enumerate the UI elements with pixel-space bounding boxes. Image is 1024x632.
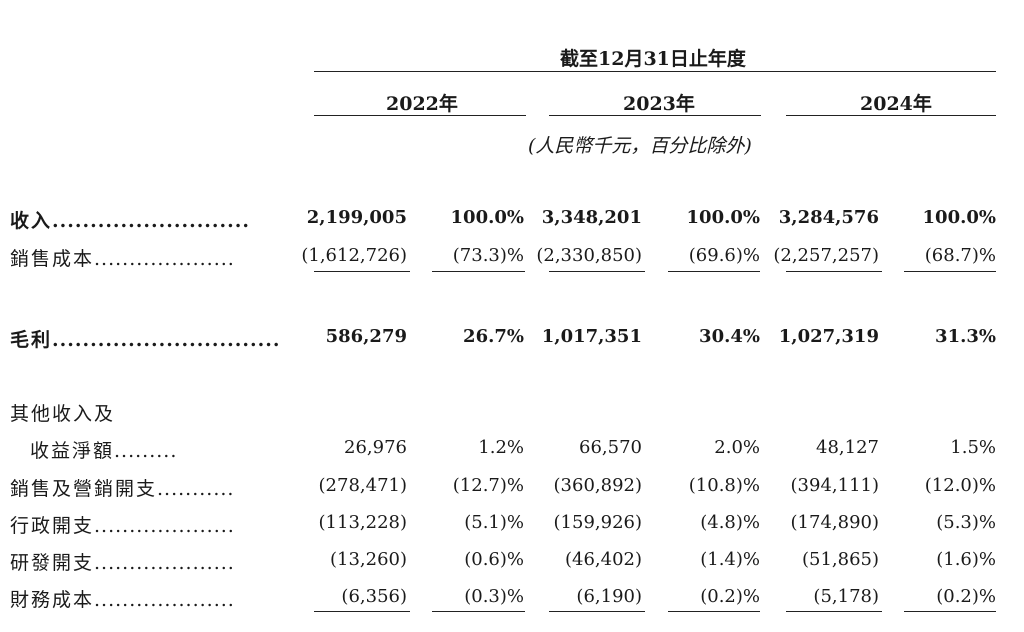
- leader-dots: ....................: [94, 589, 235, 611]
- leader-dots: ..............................: [52, 329, 281, 351]
- finance-costs-2024-value: (5,178): [813, 586, 879, 607]
- other-income-2024-pct: 1.5%: [950, 437, 996, 458]
- label-text: 研發開支: [10, 552, 95, 574]
- subtotal-rule: [314, 271, 410, 272]
- selling-expenses-2022-pct: (12.7)%: [452, 475, 524, 496]
- row-label-gross-profit: 毛利..............................: [10, 325, 280, 352]
- row-label-finance-costs: 財務成本....................: [10, 585, 235, 612]
- leader-dots: ....................: [94, 515, 235, 537]
- cost-of-sales-2023-value: (2,330,850): [536, 245, 642, 266]
- label-text: 財務成本: [10, 589, 95, 611]
- finance-costs-2022-value: (6,356): [341, 586, 407, 607]
- revenue-2023-value: 3,348,201: [541, 207, 642, 228]
- selling-expenses-2022-value: (278,471): [318, 475, 407, 496]
- row-label-revenue: 收入..........................: [10, 206, 250, 233]
- cost-of-sales-2023-pct: (69.6)%: [688, 245, 760, 266]
- label-text: 收益淨額: [30, 440, 115, 462]
- subtotal-rule: [786, 271, 882, 272]
- gross-profit-2022-value: 586,279: [325, 326, 407, 347]
- cost-of-sales-2024-pct: (68.7)%: [924, 245, 996, 266]
- subtotal-rule: [668, 271, 760, 272]
- row-label-other-income-line1: 其他收入及: [10, 403, 116, 425]
- admin-expenses-2024-value: (174,890): [790, 512, 879, 533]
- total-rule: [668, 611, 760, 612]
- gross-profit-2024-value: 1,027,319: [778, 326, 879, 347]
- gross-profit-2022-pct: 26.7%: [463, 326, 524, 347]
- total-rule: [432, 611, 525, 612]
- leader-dots: ....................: [94, 552, 235, 574]
- year-rule-2024: [786, 115, 996, 116]
- year-header-2024: 2024年: [860, 93, 932, 115]
- row-label-admin-expenses: 行政開支....................: [10, 511, 235, 538]
- label-text: 毛利: [10, 329, 53, 351]
- admin-expenses-2022-value: (113,228): [318, 512, 407, 533]
- row-label-cost-of-sales: 銷售成本....................: [10, 244, 235, 271]
- admin-expenses-2023-pct: (4.8)%: [700, 512, 760, 533]
- header-rule: [314, 71, 996, 72]
- label-text: 收入: [10, 210, 53, 232]
- cost-of-sales-2022-value: (1,612,726): [301, 245, 407, 266]
- total-rule: [549, 611, 645, 612]
- label-text: 行政開支: [10, 515, 95, 537]
- gross-profit-2023-value: 1,017,351: [541, 326, 642, 347]
- revenue-2022-value: 2,199,005: [306, 207, 407, 228]
- label-text: 銷售成本: [10, 248, 95, 270]
- other-income-2023-value: 66,570: [579, 437, 642, 458]
- selling-expenses-2024-pct: (12.0)%: [924, 475, 996, 496]
- row-label-other-income-line2: 收益淨額.........: [30, 436, 177, 463]
- leader-dots: ..........................: [52, 210, 250, 232]
- cost-of-sales-2024-value: (2,257,257): [773, 245, 879, 266]
- revenue-2022-pct: 100.0%: [450, 207, 524, 228]
- revenue-2024-value: 3,284,576: [778, 207, 879, 228]
- selling-expenses-2023-pct: (10.8)%: [688, 475, 760, 496]
- total-rule: [786, 611, 882, 612]
- year-header-2023: 2023年: [623, 93, 695, 115]
- cost-of-sales-2022-pct: (73.3)%: [452, 245, 524, 266]
- unit-note: (人民幣千元，百分比除外): [528, 135, 752, 157]
- row-label-selling-expenses: 銷售及營銷開支...........: [10, 474, 234, 501]
- leader-dots: ...........: [157, 478, 235, 500]
- revenue-2024-pct: 100.0%: [922, 207, 996, 228]
- label-text: 銷售及營銷開支: [10, 478, 158, 500]
- rd-expenses-2024-pct: (1.6)%: [936, 549, 996, 570]
- gross-profit-2024-pct: 31.3%: [935, 326, 996, 347]
- revenue-2023-pct: 100.0%: [686, 207, 760, 228]
- other-income-2022-value: 26,976: [344, 437, 407, 458]
- other-income-2022-pct: 1.2%: [478, 437, 524, 458]
- year-rule-2022: [314, 115, 526, 116]
- rd-expenses-2024-value: (51,865): [801, 549, 879, 570]
- selling-expenses-2024-value: (394,111): [790, 475, 879, 496]
- period-header: 截至12月31日止年度: [560, 48, 746, 70]
- subtotal-rule: [432, 271, 525, 272]
- finance-costs-2023-pct: (0.2)%: [700, 586, 760, 607]
- finance-costs-2023-value: (6,190): [576, 586, 642, 607]
- rd-expenses-2023-value: (46,402): [564, 549, 642, 570]
- gross-profit-2023-pct: 30.4%: [699, 326, 760, 347]
- total-rule: [314, 611, 410, 612]
- leader-dots: .........: [114, 440, 178, 462]
- finance-costs-2024-pct: (0.2)%: [936, 586, 996, 607]
- subtotal-rule: [549, 271, 645, 272]
- other-income-2023-pct: 2.0%: [714, 437, 760, 458]
- admin-expenses-2024-pct: (5.3)%: [936, 512, 996, 533]
- year-header-2022: 2022年: [386, 93, 458, 115]
- selling-expenses-2023-value: (360,892): [553, 475, 642, 496]
- subtotal-rule: [904, 271, 996, 272]
- other-income-2024-value: 48,127: [816, 437, 879, 458]
- rd-expenses-2022-pct: (0.6)%: [464, 549, 524, 570]
- total-rule: [904, 611, 996, 612]
- finance-costs-2022-pct: (0.3)%: [464, 586, 524, 607]
- admin-expenses-2023-value: (159,926): [553, 512, 642, 533]
- leader-dots: ....................: [94, 248, 235, 270]
- rd-expenses-2022-value: (13,260): [329, 549, 407, 570]
- rd-expenses-2023-pct: (1.4)%: [700, 549, 760, 570]
- year-rule-2023: [549, 115, 761, 116]
- row-label-rd-expenses: 研發開支....................: [10, 548, 235, 575]
- admin-expenses-2022-pct: (5.1)%: [464, 512, 524, 533]
